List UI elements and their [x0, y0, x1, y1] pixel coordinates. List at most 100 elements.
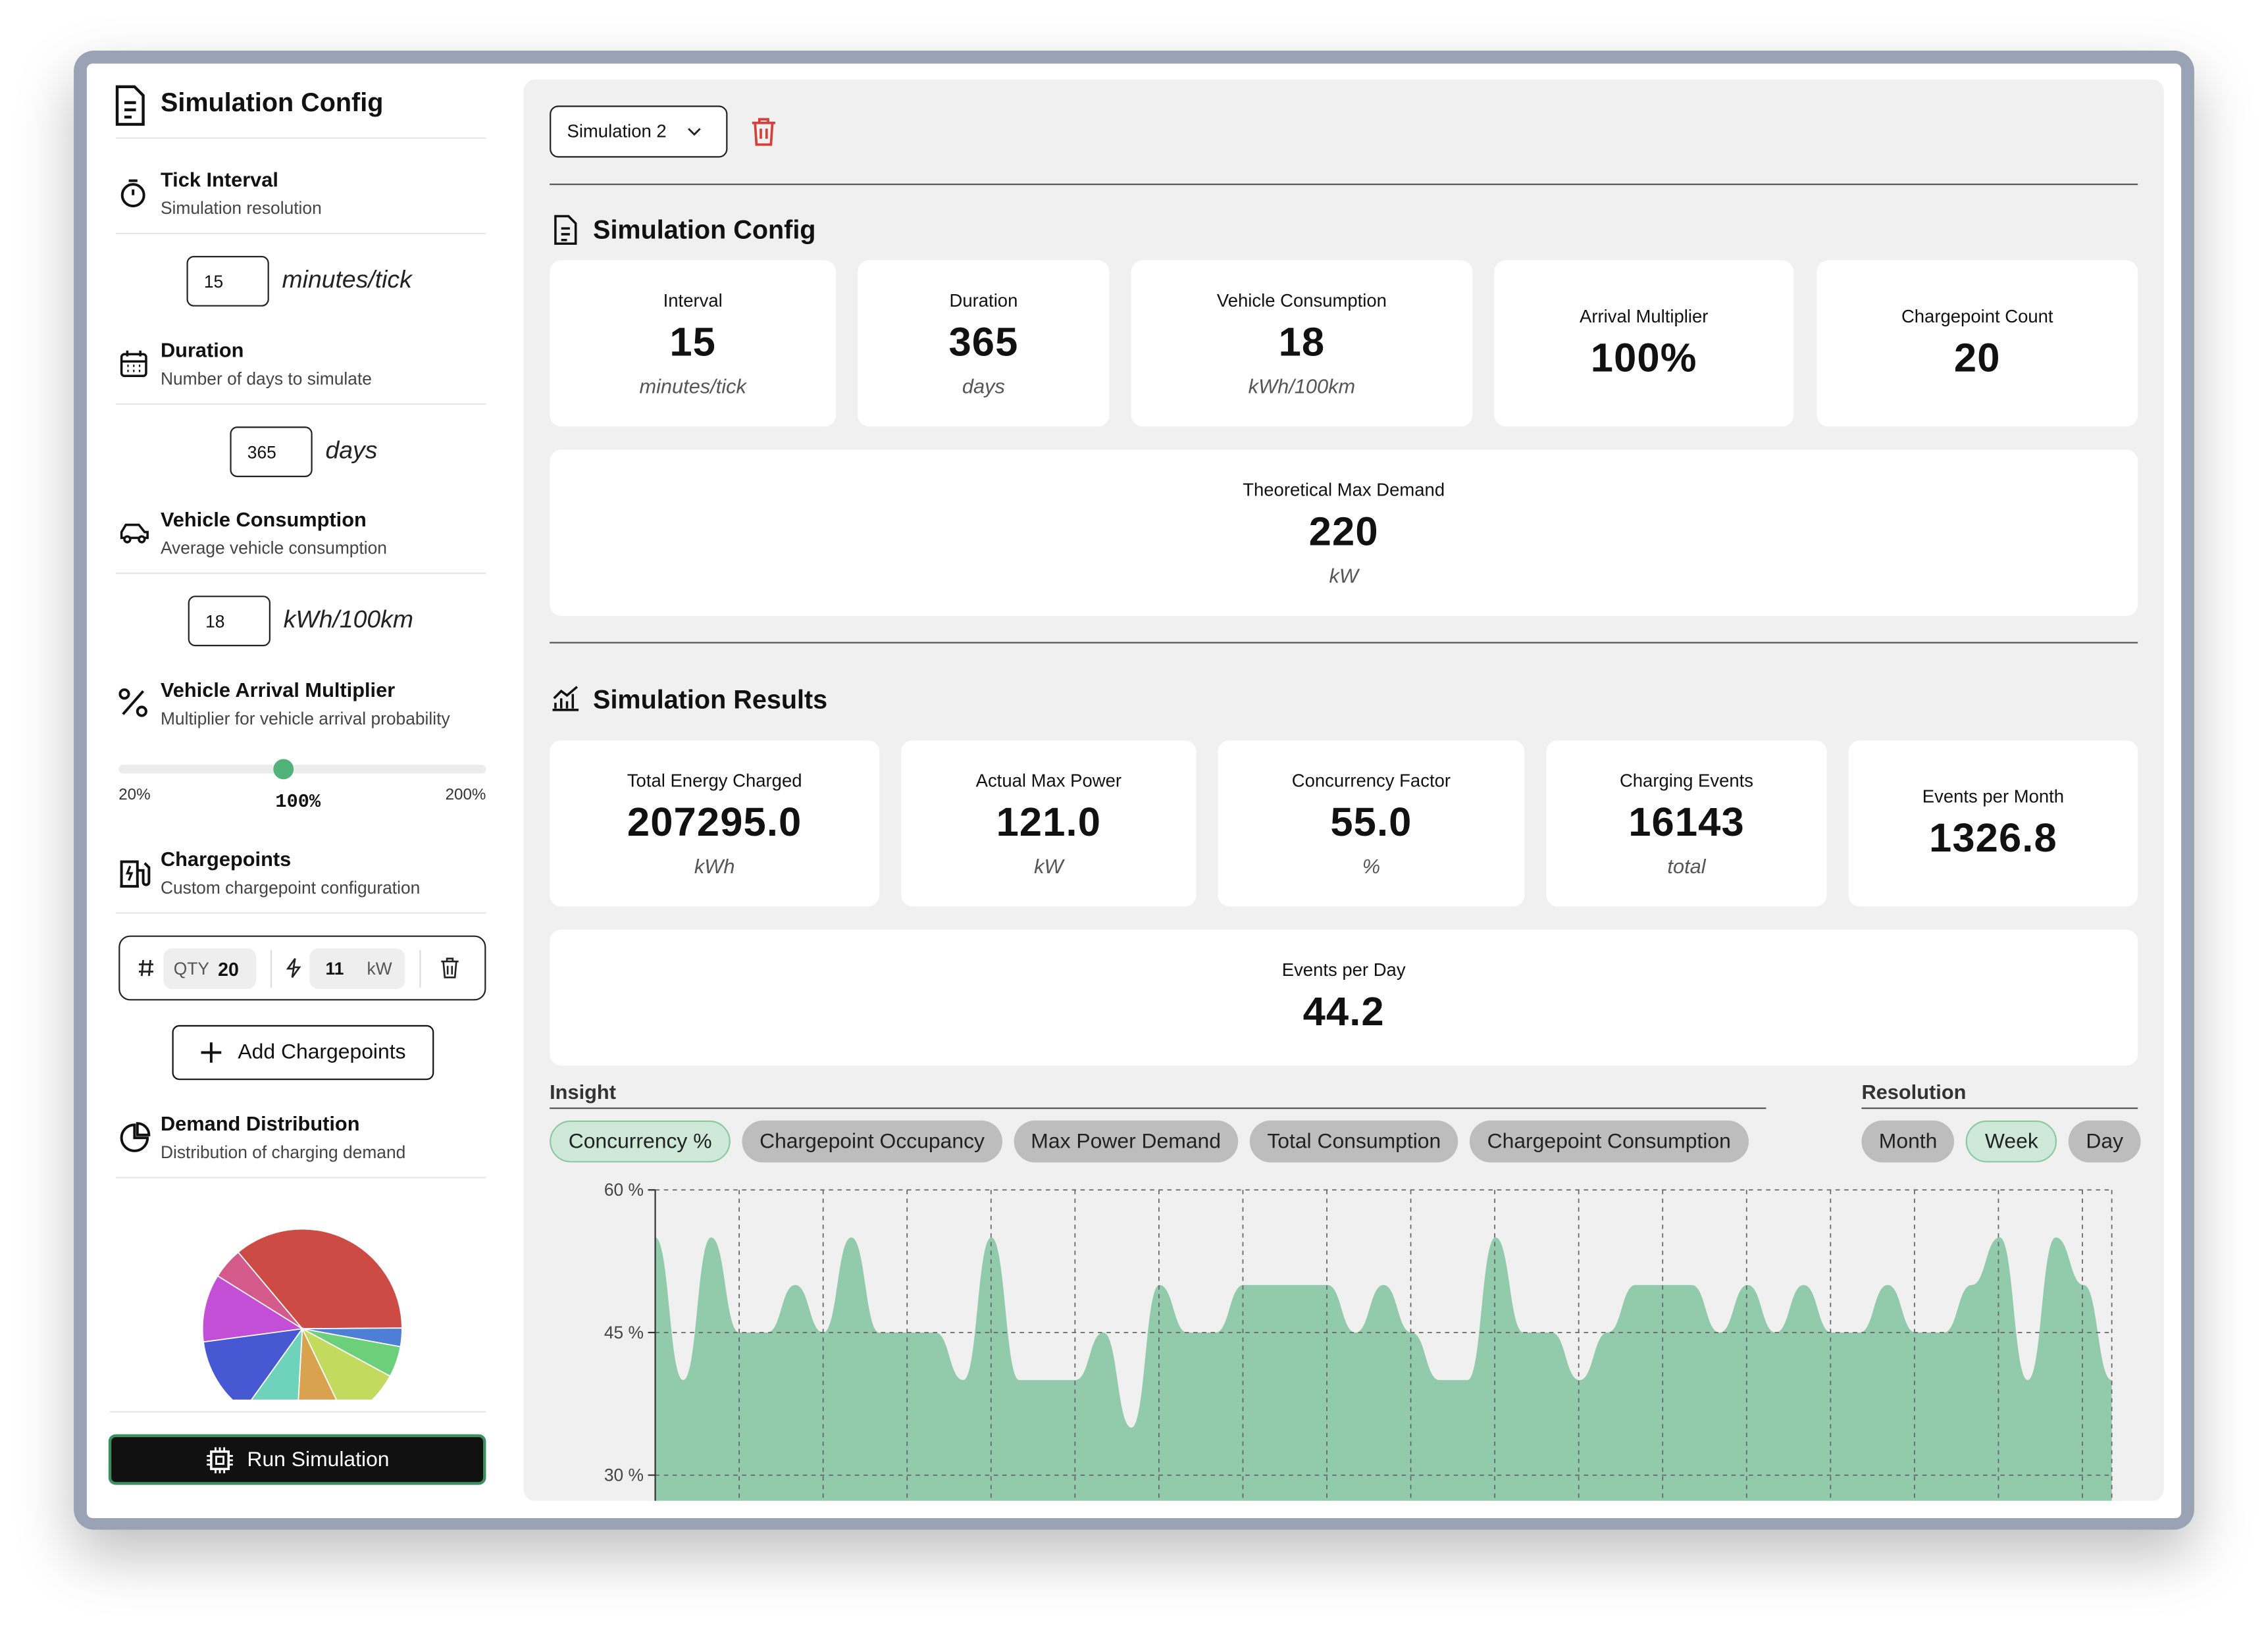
insight-tabs: Concurrency % Chargepoint Occupancy Max Po…	[550, 1120, 1749, 1163]
stat-label: Interval	[663, 290, 723, 311]
pie-icon	[120, 1122, 151, 1152]
setting-title: Duration	[160, 338, 244, 362]
bolt-icon	[286, 957, 301, 979]
divider	[270, 950, 272, 988]
divider	[419, 950, 421, 988]
stat-value: 20	[1953, 334, 2001, 380]
separator	[550, 184, 2138, 186]
setting-input[interactable]: 18	[188, 596, 271, 647]
tab[interactable]: Total Consumption	[1249, 1120, 1458, 1163]
separator	[1861, 1107, 2138, 1109]
tab[interactable]: Max Power Demand	[1013, 1120, 1239, 1163]
stat-label: Total Energy Charged	[627, 769, 802, 790]
resolution-label: Resolution	[1861, 1080, 1967, 1104]
percent-icon	[118, 688, 147, 717]
run-simulation-button[interactable]: Run Simulation	[108, 1434, 486, 1485]
stat-card: Theoretical Max Demand 220 kW	[550, 449, 2138, 616]
stat-value: 1326.8	[1929, 815, 2057, 860]
stat-card: Total Energy Charged 207295.0 kWh	[550, 740, 880, 907]
simulation-select-label: Simulation 2	[567, 121, 667, 142]
stat-value: 55.0	[1330, 798, 1412, 844]
stat-value: 18	[1278, 318, 1326, 364]
file-icon	[554, 215, 577, 245]
chart-icon	[552, 686, 579, 711]
setting-icon	[120, 179, 145, 208]
stat-card: Actual Max Power 121.0 kW	[901, 740, 1197, 907]
stat-value: 207295.0	[627, 798, 802, 844]
tab[interactable]: Concurrency %	[550, 1120, 731, 1163]
config-title: Simulation Config	[593, 215, 816, 245]
setting-icon	[120, 350, 147, 378]
demand-subtitle: Distribution of charging demand	[160, 1142, 406, 1163]
separator	[115, 232, 486, 234]
chevron-icon	[687, 128, 701, 136]
separator	[115, 912, 486, 914]
slider-track	[118, 765, 486, 774]
stat-label: Arrival Multiplier	[1579, 305, 1709, 326]
tab[interactable]: Chargepoint Consumption	[1470, 1120, 1749, 1163]
power-unit: kW	[367, 958, 392, 979]
stat-card: Events per Month 1326.8	[1848, 740, 2138, 907]
setting-subtitle: Average vehicle consumption	[160, 538, 387, 559]
add-chargepoints-button[interactable]: Add Chargepoints	[172, 1025, 434, 1081]
fuel-icon	[120, 860, 151, 888]
slider-min: 20%	[118, 786, 151, 804]
tab[interactable]: Month	[1861, 1120, 1955, 1163]
tab[interactable]: Week	[1966, 1120, 2057, 1163]
run-simulation-label: Run Simulation	[247, 1448, 390, 1471]
delete-simulation[interactable]	[751, 117, 777, 146]
chargepoints-title: Chargepoints	[160, 847, 292, 871]
setting-title: Tick Interval	[160, 167, 278, 191]
main-panel: Simulation 2 Simulation Config Simulatio…	[523, 79, 2164, 1501]
stat-value: 15	[669, 318, 717, 364]
setting-input[interactable]: 365	[230, 426, 313, 478]
stat-label: Events per Day	[1281, 959, 1406, 980]
setting-icon	[120, 523, 149, 544]
stat-label: Charging Events	[1619, 769, 1754, 790]
plus-icon	[201, 1042, 222, 1063]
stat-value: 44.2	[1302, 988, 1385, 1034]
results-title: Simulation Results	[593, 685, 828, 715]
setting-subtitle: Number of days to simulate	[160, 369, 372, 390]
separator	[115, 403, 486, 405]
setting-unit: kWh/100km	[283, 605, 413, 634]
stat-label: Duration	[949, 290, 1018, 311]
qty-field[interactable]: QTY 20	[163, 948, 256, 989]
qty-value: 20	[218, 957, 239, 980]
stat-value: 365	[948, 318, 1019, 364]
stat-card: Charging Events 16143 total	[1546, 740, 1827, 907]
separator	[115, 572, 486, 574]
chip-icon	[206, 1446, 233, 1473]
setting-unit: days	[325, 436, 378, 465]
slider-handle[interactable]	[273, 759, 294, 780]
stat-card: Arrival Multiplier 100%	[1494, 260, 1794, 427]
stat-label: Chargepoint Count	[1901, 305, 2053, 326]
stat-value: 121.0	[996, 798, 1102, 844]
stat-unit: kW	[1329, 563, 1358, 586]
resolution-tabs: Month Week Day	[1861, 1120, 2141, 1163]
qty-label: QTY	[173, 958, 209, 979]
simulation-select[interactable]: Simulation 2	[550, 105, 728, 158]
stat-value: 16143	[1628, 798, 1745, 844]
stat-label: Actual Max Power	[975, 769, 1122, 790]
separator	[550, 1107, 1766, 1109]
power-value: 11	[325, 958, 344, 979]
slider-max: 200%	[445, 786, 486, 804]
tab[interactable]: Day	[2068, 1120, 2141, 1163]
tab[interactable]: Chargepoint Occupancy	[742, 1120, 1002, 1163]
slider-value: 100%	[275, 790, 321, 813]
power-field[interactable]: 11 kW	[309, 948, 405, 989]
stat-unit: kWh/100km	[1248, 373, 1356, 397]
separator	[110, 1411, 486, 1413]
delete-chargepoint[interactable]	[440, 957, 460, 979]
stat-card: Duration 365 days	[858, 260, 1110, 427]
stat-card: Vehicle Consumption 18 kWh/100km	[1131, 260, 1473, 427]
stat-unit: minutes/tick	[639, 373, 746, 397]
stat-value: 220	[1308, 508, 1379, 553]
stat-label: Vehicle Consumption	[1216, 290, 1387, 311]
demand-title: Demand Distribution	[160, 1111, 360, 1135]
stat-card: Events per Day 44.2	[550, 929, 2138, 1066]
stat-unit: %	[1362, 853, 1381, 877]
setting-input[interactable]: 15	[186, 255, 269, 307]
